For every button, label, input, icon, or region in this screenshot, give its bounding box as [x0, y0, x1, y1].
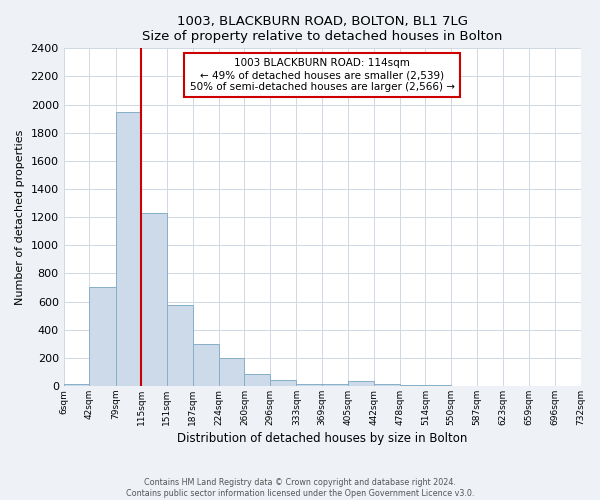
Bar	[89, 288, 116, 386]
Bar	[64, 384, 89, 386]
Bar	[167, 305, 193, 386]
Bar	[400, 385, 425, 386]
Title: 1003, BLACKBURN ROAD, BOLTON, BL1 7LG
Size of property relative to detached hous: 1003, BLACKBURN ROAD, BOLTON, BL1 7LG Si…	[142, 15, 502, 43]
X-axis label: Distribution of detached houses by size in Bolton: Distribution of detached houses by size …	[177, 432, 467, 445]
Bar	[322, 384, 348, 386]
Bar	[296, 384, 322, 386]
Bar	[219, 358, 244, 386]
Text: 1003 BLACKBURN ROAD: 114sqm
← 49% of detached houses are smaller (2,539)
50% of : 1003 BLACKBURN ROAD: 114sqm ← 49% of det…	[190, 58, 455, 92]
Bar	[348, 381, 374, 386]
Bar	[244, 374, 270, 386]
Bar	[141, 213, 167, 386]
Bar	[425, 385, 451, 386]
Bar	[374, 384, 400, 386]
Text: Contains HM Land Registry data © Crown copyright and database right 2024.
Contai: Contains HM Land Registry data © Crown c…	[126, 478, 474, 498]
Bar	[193, 344, 219, 386]
Y-axis label: Number of detached properties: Number of detached properties	[15, 130, 25, 305]
Bar	[116, 112, 141, 386]
Bar	[270, 380, 296, 386]
